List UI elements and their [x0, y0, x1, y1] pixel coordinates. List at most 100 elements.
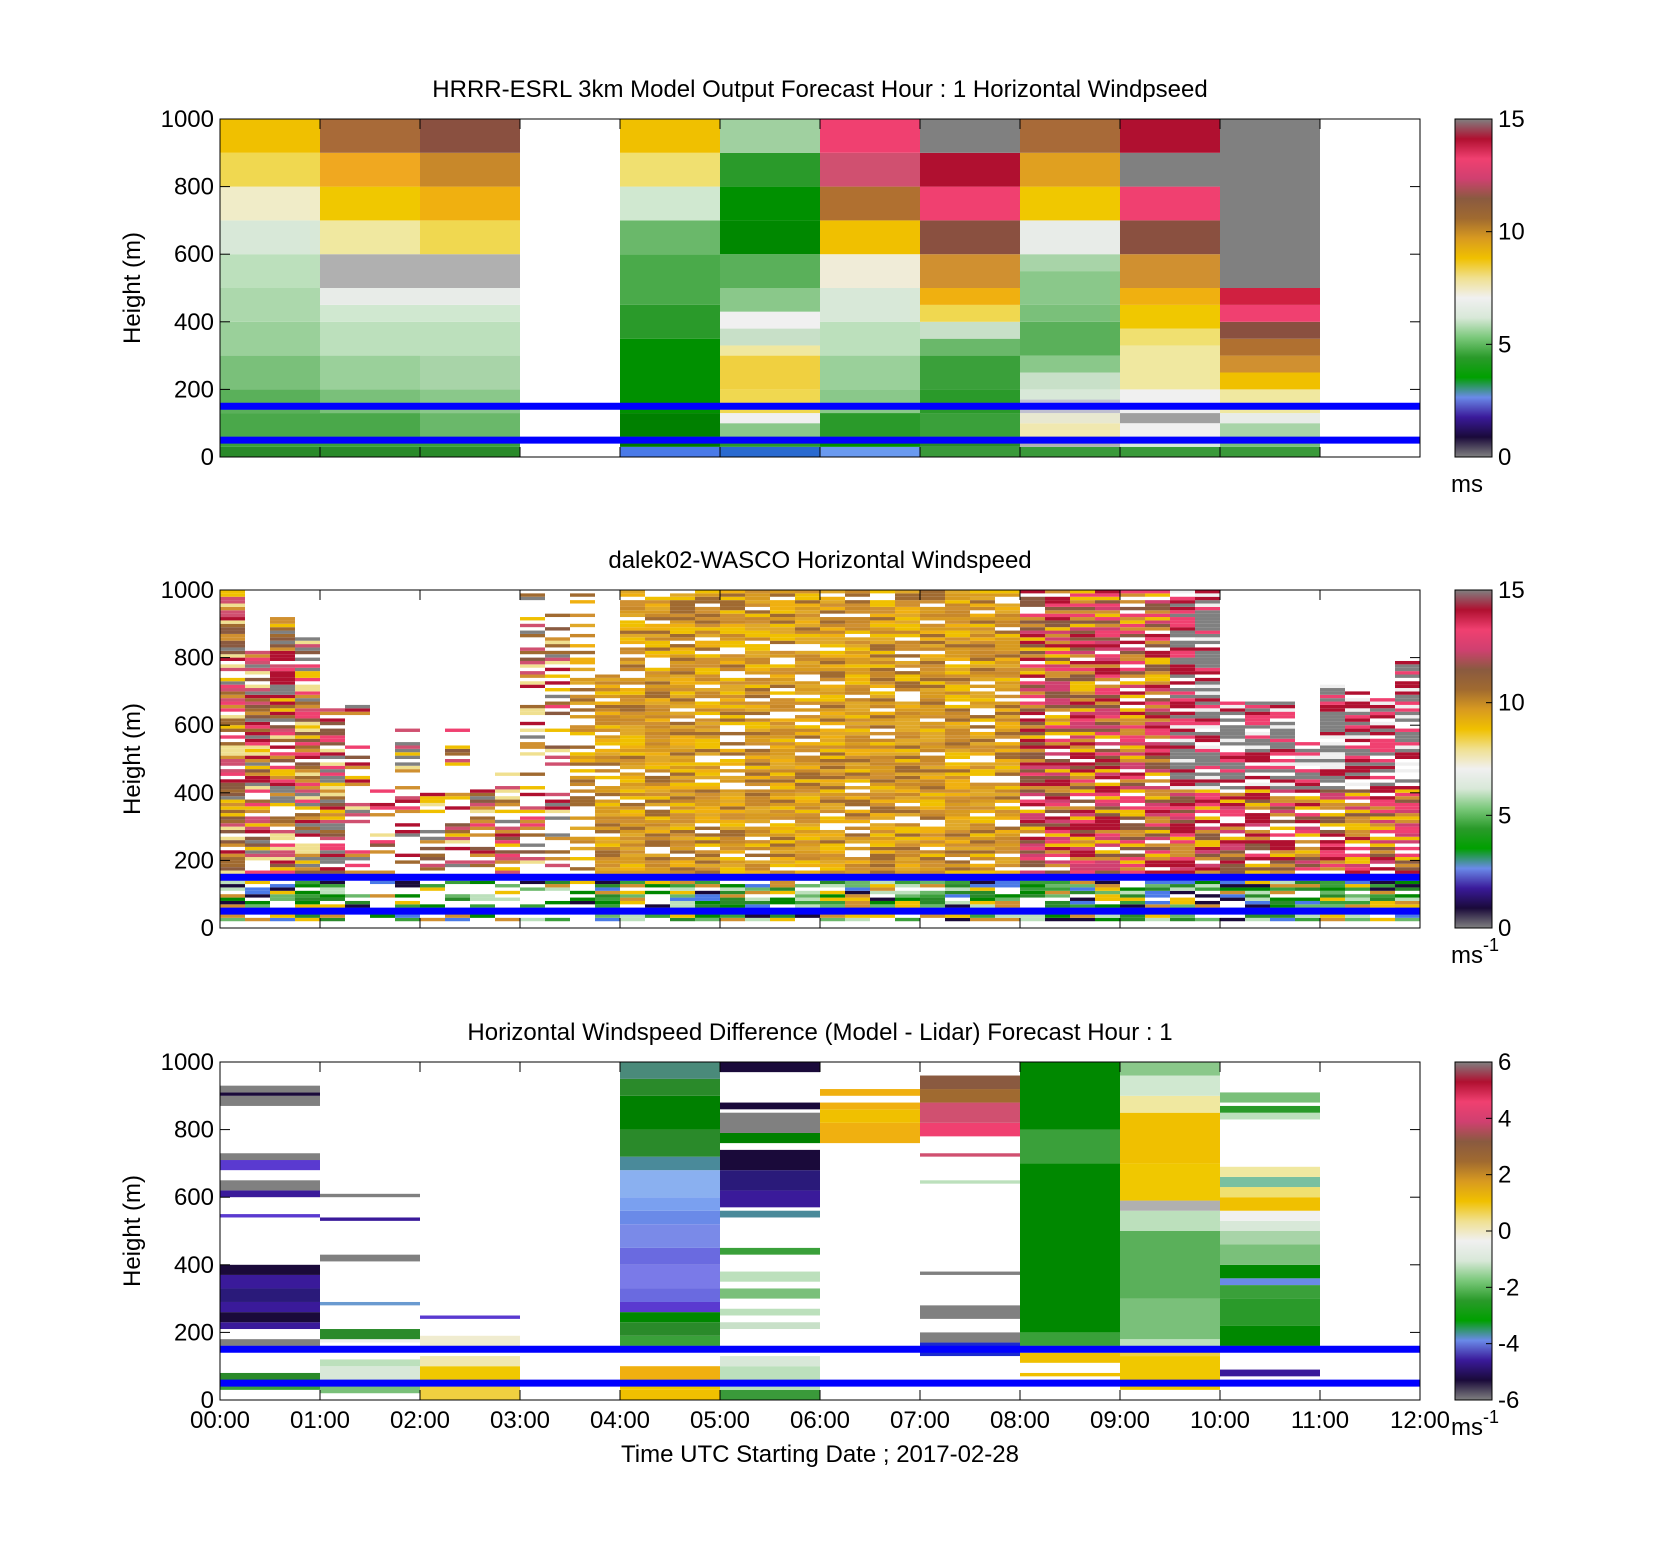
heatmap-cell	[1345, 870, 1370, 874]
heatmap-cell	[995, 674, 1020, 678]
heatmap-cell	[720, 708, 745, 712]
heatmap-cell	[345, 779, 370, 783]
heatmap-cell	[1370, 840, 1395, 844]
heatmap-cell	[945, 684, 970, 689]
heatmap-cell	[870, 867, 895, 871]
heatmap-cell	[1370, 846, 1395, 851]
heatmap-cell	[1245, 735, 1270, 739]
heatmap-cell	[945, 887, 970, 891]
heatmap-cell	[1220, 759, 1245, 763]
heatmap-cell	[645, 623, 670, 628]
heatmap-cell	[220, 1372, 320, 1384]
heatmap-cell	[1020, 721, 1045, 726]
heatmap-cell	[320, 1217, 420, 1221]
heatmap-cell	[1045, 677, 1070, 682]
heatmap-cell	[1020, 894, 1045, 898]
heatmap-cell	[945, 688, 970, 692]
heatmap-cell	[1145, 833, 1170, 837]
heatmap-cell	[845, 792, 870, 797]
heatmap-cell	[520, 681, 545, 685]
heatmap-cell	[1170, 613, 1195, 618]
heatmap-cell	[420, 863, 445, 868]
heatmap-cell	[695, 735, 720, 739]
x-tick-label: 01:00	[290, 1407, 350, 1434]
heatmap-cell	[695, 826, 720, 830]
heatmap-cell	[1245, 759, 1270, 763]
heatmap-cell	[920, 617, 945, 621]
heatmap-cell	[620, 613, 645, 618]
heatmap-cell	[1345, 735, 1370, 739]
heatmap-cell	[1195, 738, 1220, 743]
heatmap-cell	[1145, 660, 1170, 665]
heatmap-cell	[220, 1085, 320, 1093]
heatmap-cell	[745, 802, 770, 807]
heatmap-cell	[995, 694, 1020, 699]
heatmap-cell	[620, 254, 720, 305]
heatmap-cell	[795, 715, 820, 719]
heatmap-cell	[1345, 721, 1370, 726]
heatmap-cell	[995, 637, 1020, 641]
heatmap-cell	[795, 840, 820, 844]
heatmap-cell	[770, 664, 795, 668]
heatmap-cell	[270, 671, 295, 675]
heatmap-cell	[1320, 759, 1345, 763]
heatmap-cell	[920, 1180, 1020, 1184]
heatmap-cell	[495, 843, 520, 847]
heatmap-cell	[920, 660, 945, 665]
heatmap-cell	[745, 684, 770, 689]
heatmap-cell	[920, 755, 945, 759]
heatmap-cell	[670, 610, 695, 614]
heatmap-cell	[1345, 769, 1370, 773]
heatmap-cell	[1070, 779, 1095, 783]
heatmap-cell	[1220, 1112, 1320, 1120]
heatmap-cell	[595, 799, 620, 803]
heatmap-cell	[420, 1383, 520, 1400]
colorbar-tick-label: 10	[1498, 219, 1525, 246]
heatmap-cell	[320, 731, 345, 736]
heatmap-cell	[945, 748, 970, 753]
heatmap-cell	[320, 355, 420, 390]
heatmap-cell	[770, 806, 795, 810]
heatmap-cell	[1370, 894, 1395, 898]
heatmap-cell	[820, 796, 845, 800]
heatmap-cell	[495, 836, 520, 841]
heatmap-cell	[520, 708, 545, 712]
heatmap-cell	[270, 698, 295, 702]
heatmap-cell	[820, 677, 845, 682]
heatmap-cell	[1095, 633, 1120, 638]
heatmap-cell	[945, 904, 970, 908]
heatmap-cell	[1170, 752, 1195, 756]
heatmap-cell	[1120, 728, 1145, 732]
heatmap-cell	[1070, 721, 1095, 726]
heatmap-cell	[1395, 809, 1420, 814]
heatmap-cell	[1345, 809, 1370, 814]
heatmap-cell	[620, 698, 645, 702]
heatmap-cell	[745, 829, 770, 834]
heatmap-cell	[695, 802, 720, 807]
heatmap-cell	[845, 914, 870, 918]
heatmap-cell	[220, 413, 320, 437]
heatmap-cell	[720, 748, 745, 753]
heatmap-cell	[970, 900, 995, 905]
heatmap-cell	[620, 620, 645, 624]
heatmap-cell	[420, 796, 445, 800]
heatmap-cell	[695, 786, 720, 790]
heatmap-cell	[895, 677, 920, 682]
heatmap-cell	[745, 779, 770, 783]
heatmap-cell	[1270, 789, 1295, 793]
heatmap-cell	[620, 1264, 720, 1289]
heatmap-cell	[270, 857, 295, 861]
heatmap-cell	[1120, 288, 1220, 305]
heatmap-cell	[970, 884, 995, 888]
heatmap-cell	[520, 674, 545, 678]
heatmap-cell	[1145, 731, 1170, 736]
heatmap-cell	[645, 650, 670, 655]
heatmap-cell	[1270, 806, 1295, 810]
heatmap-cell	[645, 606, 670, 611]
heatmap-cell	[1070, 620, 1095, 624]
heatmap-cell	[1020, 633, 1045, 638]
heatmap-cell	[720, 633, 745, 638]
heatmap-cell	[445, 759, 470, 763]
heatmap-cell	[920, 606, 945, 611]
heatmap-cell	[1045, 782, 1070, 787]
